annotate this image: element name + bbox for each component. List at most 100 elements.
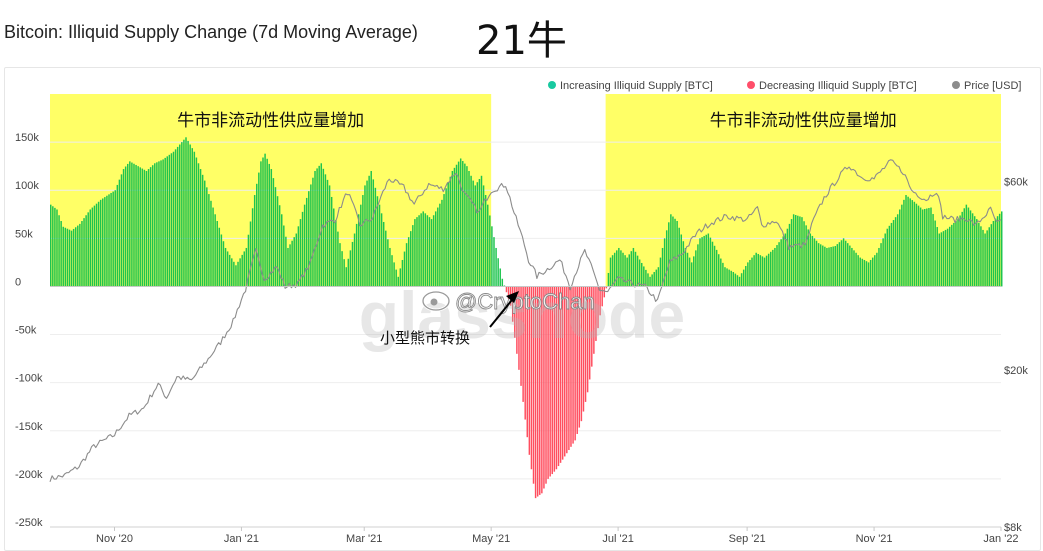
bar-increase xyxy=(978,222,980,287)
bar-increase xyxy=(447,182,449,287)
bar-increase xyxy=(410,231,412,287)
bar-decrease xyxy=(528,286,531,455)
bar-increase xyxy=(420,213,422,287)
bar-increase xyxy=(141,168,144,287)
bar-increase xyxy=(183,139,185,287)
bar-increase xyxy=(622,252,624,287)
bar-increase xyxy=(628,254,630,287)
bar-increase xyxy=(324,174,327,287)
bar-increase xyxy=(682,241,685,287)
bar-increase xyxy=(156,162,158,287)
bar-increase xyxy=(607,272,610,287)
bar-increase xyxy=(859,257,861,287)
bar-increase xyxy=(287,247,289,287)
bar-increase xyxy=(745,266,747,287)
bar-increase xyxy=(901,204,903,287)
bar-increase xyxy=(680,234,683,287)
bar-increase xyxy=(237,261,239,287)
bar-increase xyxy=(951,224,953,287)
bar-increase xyxy=(464,163,466,287)
bar-increase xyxy=(462,161,464,287)
bar-increase xyxy=(397,276,399,287)
bar-decrease xyxy=(553,286,556,472)
bar-increase xyxy=(328,185,331,287)
bar-increase xyxy=(645,269,647,287)
bar-increase xyxy=(955,221,957,287)
bar-increase xyxy=(815,240,818,287)
bar-increase xyxy=(626,257,628,287)
bar-increase xyxy=(613,252,616,287)
bar-increase xyxy=(946,228,949,287)
bar-increase xyxy=(896,214,899,287)
bar-increase xyxy=(83,218,85,287)
bar-increase xyxy=(786,228,789,287)
bar-decrease xyxy=(584,286,587,402)
y-tick-label: 150k xyxy=(15,132,39,144)
bar-increase xyxy=(245,247,248,287)
bar-increase xyxy=(293,237,295,287)
x-tick-label: Nov '20 xyxy=(96,533,133,545)
bar-increase xyxy=(124,166,127,287)
bar-increase xyxy=(276,196,279,287)
bar-increase xyxy=(104,197,106,287)
bar-increase xyxy=(243,251,246,287)
bar-increase xyxy=(185,137,187,287)
x-tick-label: Sep '21 xyxy=(729,533,766,545)
bar-increase xyxy=(980,226,982,287)
bar-increase xyxy=(726,268,728,287)
y-tick-label: -250k xyxy=(15,517,43,529)
bar-increase xyxy=(368,175,370,287)
bar-increase xyxy=(630,251,633,287)
bar-increase xyxy=(224,247,227,287)
bar-increase xyxy=(790,219,793,287)
bar-increase xyxy=(799,216,801,287)
bar-increase xyxy=(330,196,333,287)
bar-increase xyxy=(759,255,762,287)
bar-increase xyxy=(638,259,641,287)
bar-increase xyxy=(145,170,148,287)
bar-increase xyxy=(289,244,291,287)
bar-increase xyxy=(653,272,655,287)
bar-increase xyxy=(85,215,87,287)
bar-increase xyxy=(1001,211,1003,287)
bar-increase xyxy=(203,180,206,287)
y-tick-label: -50k xyxy=(15,325,37,337)
bar-increase xyxy=(74,227,77,287)
bar-increase xyxy=(871,257,874,287)
bar-increase xyxy=(299,219,302,287)
bar-increase xyxy=(811,235,814,287)
bar-increase xyxy=(66,228,69,287)
y-right-tick-label: $8k xyxy=(1004,522,1022,534)
bar-increase xyxy=(851,247,853,287)
bar-increase xyxy=(890,222,893,287)
bar-decrease xyxy=(536,286,539,497)
bar-decrease xyxy=(591,286,593,367)
bar-increase xyxy=(880,243,882,287)
bar-increase xyxy=(713,245,716,287)
x-tick-label: Mar '21 xyxy=(346,533,382,545)
bar-increase xyxy=(437,207,439,287)
bar-increase xyxy=(817,243,820,287)
bar-increase xyxy=(414,219,416,287)
bar-increase xyxy=(102,198,104,287)
bar-decrease xyxy=(541,286,543,494)
bar-increase xyxy=(262,157,264,287)
bar-increase xyxy=(466,166,468,287)
bar-increase xyxy=(326,179,329,287)
bar-increase xyxy=(840,240,843,287)
bar-increase xyxy=(401,259,404,287)
bar-increase xyxy=(674,218,676,287)
bar-increase xyxy=(830,246,832,287)
bar-increase xyxy=(455,164,458,287)
bar-decrease xyxy=(530,286,533,470)
bar-increase xyxy=(364,185,366,287)
bar-increase xyxy=(189,144,191,287)
bar-increase xyxy=(320,163,323,287)
bar-decrease xyxy=(605,286,608,289)
bar-increase xyxy=(501,278,504,287)
bar-increase xyxy=(659,257,662,287)
bar-increase xyxy=(963,208,966,287)
bar-increase xyxy=(453,167,456,287)
bar-increase xyxy=(661,247,664,287)
